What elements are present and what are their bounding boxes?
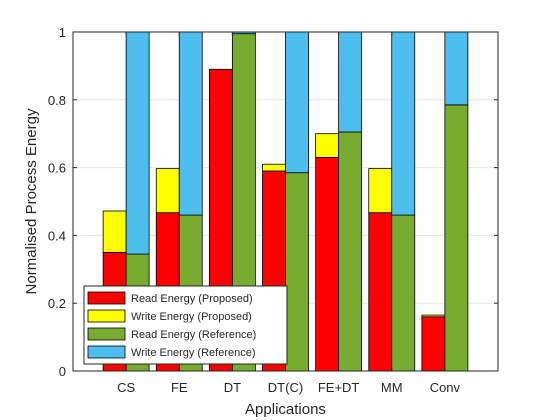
y-tick-label: 0.6 bbox=[48, 161, 66, 176]
bar-segment bbox=[315, 133, 340, 158]
bar-segment bbox=[315, 157, 340, 372]
y-tick-label: 1 bbox=[59, 25, 66, 40]
bar-segment bbox=[125, 31, 150, 255]
bar-segment bbox=[444, 104, 469, 372]
legend-swatch bbox=[87, 309, 126, 323]
y-tick-label: 0.2 bbox=[48, 296, 66, 311]
y-tick-label: 0.4 bbox=[48, 228, 66, 243]
bar-segment bbox=[338, 131, 363, 372]
y-axis-label: Normalised Process Energy bbox=[23, 108, 40, 294]
bar-segment bbox=[368, 168, 393, 214]
bar-segment bbox=[444, 31, 469, 106]
x-tick-label: DT bbox=[224, 380, 241, 395]
bar-segment bbox=[285, 172, 309, 372]
bar-segment bbox=[368, 212, 393, 372]
x-tick-label: CS bbox=[117, 380, 135, 395]
legend-entry-label: Read Energy (Reference) bbox=[131, 329, 256, 341]
x-tick-label: FE+DT bbox=[318, 380, 360, 395]
x-tick-label: DT(C) bbox=[268, 380, 303, 395]
axis-ticks: 0 0.2 0.4 0.6 0.8 1 CS FE DT DT(C) FE+DT MM Conv bbox=[48, 25, 498, 395]
y-tick-label: 0.8 bbox=[48, 93, 66, 108]
legend-entry-label: Write Energy (Proposed) bbox=[131, 311, 252, 323]
legend: Read Energy (Proposed) Write Energy (Prop… bbox=[83, 285, 288, 365]
bar-segment bbox=[421, 314, 446, 318]
bar-segment bbox=[338, 31, 363, 133]
x-tick-label: FE bbox=[171, 380, 188, 395]
bar-segment bbox=[178, 31, 203, 216]
legend-swatch bbox=[87, 291, 126, 305]
bar-segment bbox=[391, 214, 416, 372]
bar-segment bbox=[102, 210, 127, 253]
bar-segment bbox=[262, 163, 286, 172]
bar-segment bbox=[421, 316, 446, 372]
y-tick-label: 0 bbox=[59, 364, 66, 379]
x-tick-label: MM bbox=[381, 380, 403, 395]
bar-segment bbox=[391, 31, 416, 216]
bar-segment bbox=[285, 31, 309, 174]
x-axis-label: Applications bbox=[245, 401, 326, 418]
legend-entry-label: Write Energy (Reference) bbox=[131, 347, 256, 359]
bar-segment bbox=[155, 168, 180, 214]
legend-entry-label: Read Energy (Proposed) bbox=[131, 293, 253, 305]
legend-swatch bbox=[87, 345, 126, 359]
x-tick-label: Conv bbox=[430, 380, 461, 395]
legend-swatch bbox=[87, 327, 126, 341]
